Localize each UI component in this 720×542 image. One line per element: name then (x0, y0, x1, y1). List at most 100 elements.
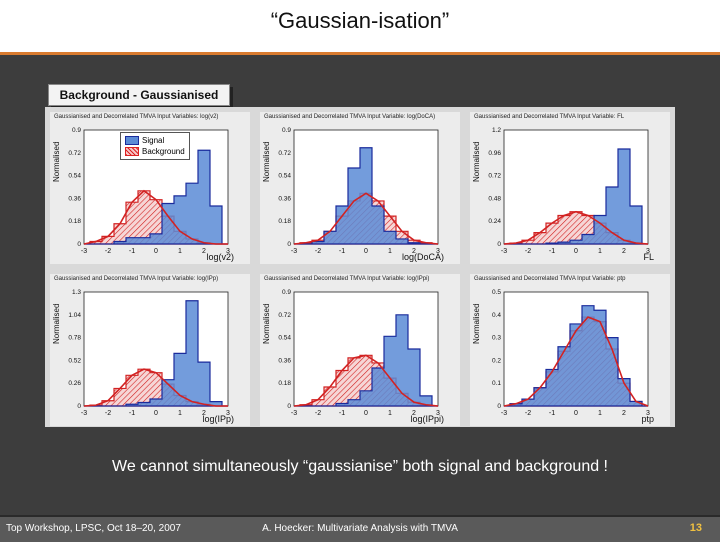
y-tick-label: 0.18 (278, 218, 291, 225)
x-axis-label: log(IPpi) (410, 414, 444, 424)
y-tick-label: 0 (497, 241, 501, 248)
y-tick-label: 0.18 (68, 218, 81, 225)
x-tick-label: -1 (549, 248, 555, 255)
histogram-plot: -3 -2 -1 0 1 2 3 0 0.1 0.2 0.3 0.4 0.5 (492, 289, 650, 417)
x-tick-label: 0 (154, 410, 158, 417)
y-tick-label: 1.2 (492, 127, 501, 134)
histogram-panel: Gaussianised and Decorrelated TMVA Input… (260, 112, 460, 264)
page-number: 13 (689, 522, 702, 534)
x-tick-label: 2 (202, 248, 206, 255)
accent-divider (0, 52, 720, 55)
x-tick-label: -1 (129, 410, 135, 417)
histogram-title: Gaussianised and Decorrelated TMVA Input… (474, 276, 626, 282)
x-tick-label: -1 (339, 248, 345, 255)
x-tick-label: -2 (105, 410, 111, 417)
y-tick-label: 0.54 (68, 173, 81, 180)
y-tick-label: 0.72 (488, 173, 501, 180)
y-tick-label: 0.72 (278, 312, 291, 319)
histogram-title: Gaussianised and Decorrelated TMVA Input… (264, 114, 436, 120)
x-tick-label: 2 (622, 410, 626, 417)
x-tick-label: 1 (388, 410, 392, 417)
x-tick-label: 1 (178, 248, 182, 255)
x-tick-label: -2 (525, 248, 531, 255)
x-tick-label: 0 (574, 410, 578, 417)
x-tick-label: 3 (226, 248, 230, 255)
x-axis-label: FL (643, 252, 654, 262)
legend-signal: Signal (125, 135, 185, 146)
x-tick-label: -3 (291, 410, 297, 417)
x-tick-label: 3 (646, 410, 650, 417)
histogram-title: Gaussianised and Decorrelated TMVA Input… (54, 114, 219, 120)
x-tick-label: 3 (226, 410, 230, 417)
x-axis-label: log(DoCA) (401, 252, 444, 262)
y-tick-label: 0.52 (68, 357, 81, 364)
y-tick-label: 0.26 (68, 380, 81, 387)
histogram-panel: Gaussianised and Decorrelated TMVA Input… (50, 274, 250, 426)
x-tick-label: -2 (105, 248, 111, 255)
caption-box: Background - Gaussianised (48, 84, 230, 106)
x-tick-label: 0 (574, 248, 578, 255)
y-tick-label: 0 (77, 241, 81, 248)
histogram-panel: Gaussianised and Decorrelated TMVA Input… (260, 274, 460, 426)
x-tick-label: -3 (291, 248, 297, 255)
x-tick-label: 2 (412, 410, 416, 417)
signal-histogram (294, 147, 438, 245)
background-outline (83, 368, 228, 407)
x-axis-label: log(v2) (206, 252, 234, 262)
x-tick-label: 2 (412, 248, 416, 255)
x-tick-label: 3 (436, 410, 440, 417)
footer-bar: Top Workshop, LPSC, Oct 18–20, 2007 A. H… (0, 515, 720, 542)
y-tick-label: 0.24 (488, 218, 501, 225)
y-tick-label: 0.78 (68, 335, 81, 342)
histogram-title: Gaussianised and Decorrelated TMVA Input… (474, 114, 625, 120)
signal-histogram (84, 149, 228, 245)
slide-title: “Gaussian-isation” (270, 8, 450, 33)
background-outline (503, 316, 649, 407)
signal-histogram (294, 314, 438, 407)
y-tick-label: 1.04 (68, 312, 81, 319)
legend: Signal Background (120, 132, 190, 160)
x-tick-label: -3 (81, 410, 87, 417)
signal-histogram (84, 300, 228, 407)
y-tick-label: 0.4 (492, 312, 501, 319)
background-outline (83, 189, 228, 245)
x-tick-label: 3 (436, 248, 440, 255)
x-tick-label: -2 (315, 248, 321, 255)
x-tick-label: -3 (501, 248, 507, 255)
histogram-plot: -3 -2 -1 0 1 2 3 0 0.18 0.36 0.54 0.72 0.9 (278, 289, 440, 417)
y-tick-label: 1.3 (72, 289, 81, 296)
y-tick-label: 0.9 (282, 289, 291, 296)
x-tick-label: 0 (364, 410, 368, 417)
histogram-title: Gaussianised and Decorrelated TMVA Input… (264, 276, 430, 282)
y-tick-label: 0.72 (68, 150, 81, 157)
x-tick-label: -2 (315, 410, 321, 417)
x-tick-label: 3 (646, 248, 650, 255)
x-tick-label: 0 (154, 248, 158, 255)
signal-histogram (504, 148, 648, 245)
y-tick-label: 0.54 (278, 173, 291, 180)
y-tick-label: 0.48 (488, 195, 501, 202)
y-tick-label: 0.96 (488, 150, 501, 157)
background-outline (503, 210, 649, 245)
plots-panel: Gaussianised and Decorrelated TMVA Input… (45, 107, 675, 427)
caption-text: Background - Gaussianised (59, 88, 219, 102)
y-tick-label: 0 (287, 403, 291, 410)
y-tick-label: 0 (497, 403, 501, 410)
histogram-panel: Gaussianised and Decorrelated TMVA Input… (470, 274, 670, 426)
background-swatch-icon (125, 147, 139, 156)
y-tick-label: 0.2 (492, 357, 501, 364)
footer-center-text: A. Hoecker: Multivariate Analysis with T… (262, 523, 458, 534)
x-tick-label: -3 (81, 248, 87, 255)
x-axis-label: log(IPp) (202, 414, 234, 424)
x-tick-label: -1 (339, 410, 345, 417)
x-tick-label: 2 (202, 410, 206, 417)
x-tick-label: -3 (501, 410, 507, 417)
x-tick-label: 0 (364, 248, 368, 255)
signal-swatch-icon (125, 136, 139, 145)
y-tick-label: 0.36 (278, 195, 291, 202)
x-tick-label: -1 (129, 248, 135, 255)
x-tick-label: -1 (549, 410, 555, 417)
y-tick-label: 0.5 (492, 289, 501, 296)
histogram-plot: -3 -2 -1 0 1 2 3 0 0.24 0.48 0.72 0.96 1.2 (488, 127, 650, 255)
legend-background: Background (125, 146, 185, 157)
